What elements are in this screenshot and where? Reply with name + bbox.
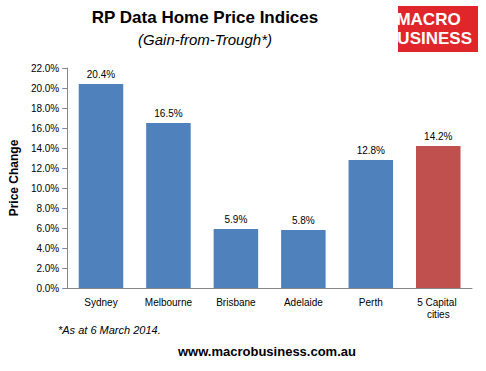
svg-text:16.5%: 16.5% [154, 108, 182, 119]
svg-text:2.0%: 2.0% [36, 263, 59, 274]
svg-text:(Gain-from-Trough*): (Gain-from-Trough*) [138, 31, 272, 48]
svg-text:Melbourne: Melbourne [145, 297, 193, 308]
svg-text:16.0%: 16.0% [31, 123, 59, 134]
svg-text:BUSINESS: BUSINESS [385, 29, 472, 48]
svg-text:www.macrobusiness.com.au: www.macrobusiness.com.au [177, 344, 356, 359]
svg-text:20.0%: 20.0% [31, 83, 59, 94]
svg-text:RP Data Home Price Indices: RP Data Home Price Indices [92, 8, 318, 27]
svg-text:10.0%: 10.0% [31, 183, 59, 194]
svg-text:cities: cities [427, 309, 450, 320]
svg-text:14.2%: 14.2% [424, 131, 452, 142]
svg-text:Adelaide: Adelaide [284, 297, 323, 308]
svg-text:6.0%: 6.0% [36, 223, 59, 234]
svg-text:20.4%: 20.4% [87, 69, 115, 80]
svg-text:22.0%: 22.0% [31, 63, 59, 74]
svg-text:Brisbane: Brisbane [216, 297, 256, 308]
svg-text:0.0%: 0.0% [36, 283, 59, 294]
svg-text:12.0%: 12.0% [31, 163, 59, 174]
svg-text:Perth: Perth [359, 297, 383, 308]
svg-text:5.9%: 5.9% [225, 214, 248, 225]
svg-text:4.0%: 4.0% [36, 243, 59, 254]
svg-text:18.0%: 18.0% [31, 103, 59, 114]
svg-text:14.0%: 14.0% [31, 143, 59, 154]
svg-text:8.0%: 8.0% [36, 203, 59, 214]
svg-text:Price Change: Price Change [7, 139, 21, 216]
svg-text:*As at 6 March 2014.: *As at 6 March 2014. [58, 324, 161, 336]
svg-text:Sydney: Sydney [84, 297, 117, 308]
svg-text:5 Capital: 5 Capital [417, 297, 459, 308]
svg-text:MACRO: MACRO [396, 10, 460, 29]
svg-text:5.8%: 5.8% [292, 215, 315, 226]
svg-text:12.8%: 12.8% [357, 145, 385, 156]
